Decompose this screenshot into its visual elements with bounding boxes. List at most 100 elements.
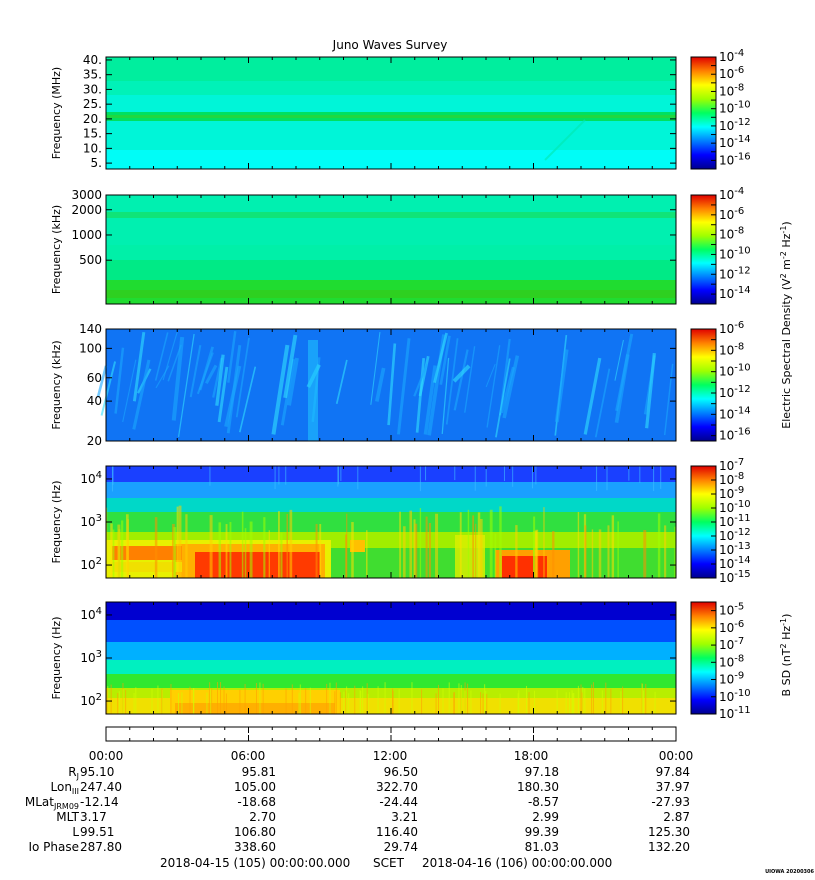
y-tick-label: 20. [83, 112, 102, 126]
colorbar-title-magnetic: B SD (nT2 Hz-1) [779, 614, 793, 697]
colorbar-tick-label: 10-12 [719, 384, 751, 400]
colorbar-tick-label: 10-8 [719, 226, 744, 242]
colorbar-tick-label: 10-15 [719, 569, 751, 585]
emission-streak [177, 333, 195, 438]
ephemeris-label: RJ [68, 765, 79, 781]
time-label: 00:00 [88, 749, 124, 763]
colorbar-tick-label: 10-10 [719, 245, 751, 261]
y-tick-label: 103 [80, 513, 102, 529]
y-tick-label: 2000 [71, 203, 102, 217]
panel-high-frequency [105, 56, 677, 170]
ephemeris-value: 97.18 [524, 765, 559, 779]
y-tick-label: 104 [80, 606, 102, 622]
colorbar-tick-label: 10-14 [719, 285, 751, 301]
emission-streak [502, 355, 520, 419]
y-tick-label: 140 [79, 322, 102, 336]
ephemeris-label: LonIII [50, 780, 80, 796]
colorbar-tick-label: 10-7 [719, 636, 744, 652]
emission-streak [205, 364, 218, 385]
ephemeris-label: MLatJRM09 [24, 795, 79, 811]
colorbar-tick-label: 10-10 [719, 363, 751, 379]
ephemeris-value: 180.30 [517, 780, 559, 794]
emission-streak [375, 367, 386, 402]
emission-streak [413, 363, 429, 397]
ephemeris-value: 99.51 [80, 825, 115, 839]
colorbar-gradient [690, 56, 717, 170]
emission-streak [154, 332, 169, 381]
y-axis-label: Frequency (Hz) [50, 617, 63, 700]
emission-streak [162, 330, 179, 381]
emission-streak [227, 331, 237, 383]
emission-streak [235, 337, 250, 418]
ephemeris-value: -12.14 [80, 795, 119, 809]
ephemeris-value: -18.68 [237, 795, 276, 809]
emission-streak [271, 344, 290, 435]
emission-streak [453, 349, 469, 411]
colorbar-tick-label: 10-6 [719, 619, 744, 635]
emission-streak [418, 355, 430, 397]
ephemeris-value: -27.93 [651, 795, 690, 809]
spectrogram-magnetic [105, 602, 676, 714]
colorbar-tick-label: 10-8 [719, 82, 744, 98]
emission-streak [614, 354, 630, 423]
emission-streak [196, 352, 214, 395]
ephemeris-value: -8.57 [527, 795, 559, 809]
ephemeris-value: 338.60 [234, 840, 276, 854]
spectrogram-hfr-low [106, 195, 676, 304]
colorbar-tick-label: 10-11 [719, 705, 751, 721]
colorbar-tick-label: 10-16 [719, 427, 751, 443]
spectrogram-lfr-low [106, 466, 676, 578]
figure-title: Juno Waves Survey [332, 38, 448, 52]
colorbar-lfr-high: 10-6 10-8 10-10 10-12 10-14 10-16 [690, 320, 751, 443]
emission-streak [486, 345, 501, 428]
colorbar-tick-label: 10-9 [719, 485, 744, 501]
footer-end: 2018-04-16 (106) 00:00:00.000 [422, 856, 613, 870]
emission-streak [645, 352, 656, 429]
ephemeris-value: 3.17 [80, 810, 107, 824]
y-axis-label: Frequency (Hz) [50, 481, 63, 564]
emission-streak [485, 363, 496, 388]
emission-streak [445, 338, 459, 425]
colorbar-tick-label: 10-10 [719, 688, 751, 704]
emission-streak [423, 365, 437, 435]
colorbar-tick-label: 10-10 [719, 100, 751, 116]
colorbar-tick-label: 10-8 [719, 471, 744, 487]
colorbar-tick-label: 10-12 [719, 265, 751, 281]
ephemeris-value: 2.87 [663, 810, 690, 824]
emission-streak [283, 334, 298, 399]
colorbar-tick-label: 10-14 [719, 555, 751, 571]
time-label: 00:00 [658, 749, 694, 763]
ephemeris-value: 2.99 [532, 810, 559, 824]
ephemeris-label: Io Phase [28, 840, 79, 854]
emission-streak [238, 366, 257, 433]
footer-scet: SCET [373, 856, 404, 870]
emission-streak [500, 366, 515, 414]
y-axis-label: Frequency (kHz) [50, 205, 63, 294]
ephemeris-value: 116.40 [376, 825, 418, 839]
emission-streak [441, 357, 450, 434]
ephemeris-value: 106.80 [234, 825, 276, 839]
y-tick-label: 20 [87, 434, 102, 448]
emission-streak [100, 361, 117, 416]
ephemeris-value: 96.50 [383, 765, 418, 779]
emission-streak [433, 332, 448, 384]
y-tick-label: 40 [87, 394, 102, 408]
stamp: UIOWA 20200306 [765, 869, 814, 875]
y-axes: 40.35.30.25.20.15.10.5. Frequency (MHz) 30… [50, 53, 676, 708]
ephemeris-label: MLT [56, 810, 79, 824]
y-axis-label: Frequency (MHz) [50, 67, 63, 159]
ephemeris-value: -24.44 [379, 795, 418, 809]
y-tick-label: 10. [83, 141, 102, 155]
y-axis-lfr-low: 104 103 102 Frequency (Hz) [50, 470, 676, 572]
colorbar-tick-label: 10-8 [719, 653, 744, 669]
emission-streak [335, 359, 348, 405]
ephemeris-value: 287.80 [80, 840, 122, 854]
colorbar-gradient [690, 601, 717, 715]
time-ticks [105, 57, 677, 741]
colorbar-tick-label: 10-10 [719, 499, 751, 515]
ephemeris-value: 95.81 [241, 765, 276, 779]
colorbar-tick-label: 10-6 [719, 206, 744, 222]
time-label: 06:00 [230, 749, 266, 763]
